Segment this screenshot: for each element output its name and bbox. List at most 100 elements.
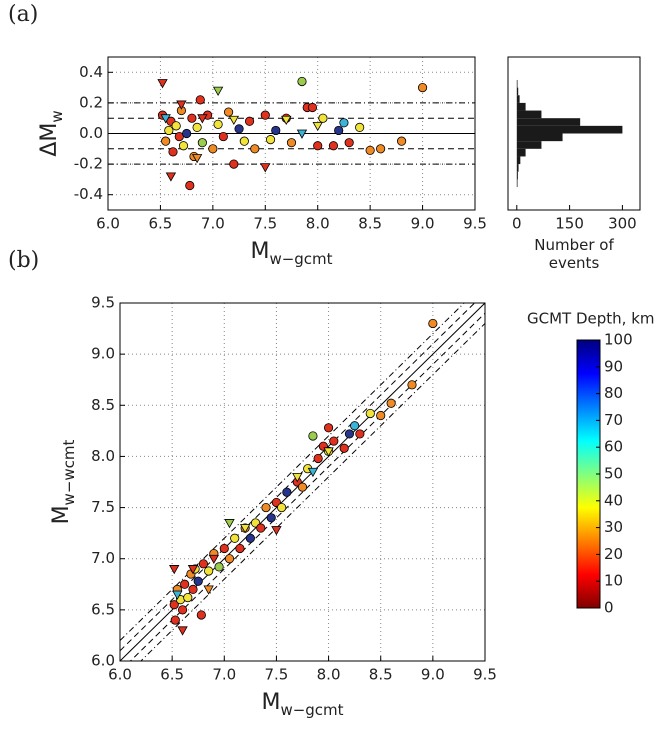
point <box>171 121 181 131</box>
x-label: Number of events <box>534 236 614 272</box>
triangle-point <box>172 590 183 600</box>
point <box>192 122 202 132</box>
point <box>223 107 234 117</box>
histogram-bar <box>516 95 520 103</box>
histogram-bar <box>516 148 526 157</box>
point <box>282 487 292 497</box>
point <box>182 128 192 139</box>
point <box>230 533 240 543</box>
panel-label: (a) <box>8 2 38 27</box>
point <box>297 482 308 492</box>
triangle-point <box>212 86 224 96</box>
axes-frame <box>107 56 476 211</box>
axis-label-main: M <box>250 239 269 264</box>
y-tick-label: 7.5 <box>91 498 115 516</box>
point <box>219 543 229 554</box>
y-tick-label: -0.2 <box>74 155 103 173</box>
axis-label-main: M <box>261 690 280 715</box>
y-tick-label: 8.5 <box>91 396 115 414</box>
point <box>187 113 197 123</box>
x-tick-label: 9.0 <box>411 215 435 233</box>
point <box>170 615 180 625</box>
point <box>386 398 396 408</box>
histogram-bar <box>516 156 521 165</box>
histogram-bar <box>516 164 519 172</box>
point <box>208 144 218 154</box>
x-tick-label: 300 <box>608 215 637 233</box>
colorbar-tick-label: 30 <box>604 518 623 536</box>
triangle-point <box>312 121 323 132</box>
histogram-bar <box>516 133 563 142</box>
x-tick-label: 9.0 <box>421 666 445 684</box>
colorbar-tick-label: 60 <box>604 438 623 456</box>
triangle-point <box>177 626 188 636</box>
histogram-bar <box>516 110 542 119</box>
point <box>277 502 287 513</box>
point <box>234 124 244 134</box>
axis-label: Mw−gcmt <box>250 239 332 268</box>
x-tick-label: 9.5 <box>463 215 487 233</box>
point <box>195 95 205 105</box>
point <box>323 423 334 433</box>
x-tick-label: 0 <box>512 215 522 233</box>
triangle-point <box>165 172 177 182</box>
triangle-point <box>228 115 240 126</box>
point <box>328 141 339 151</box>
x-tick-label: 6.5 <box>148 215 172 233</box>
point <box>244 116 255 126</box>
axis-label-sub: w <box>48 110 66 122</box>
point <box>161 136 171 146</box>
colorbar-tick-label: 10 <box>604 572 623 590</box>
histogram-bar <box>516 171 518 180</box>
x-tick-label: 7.5 <box>253 215 277 233</box>
x-tick-label: 8.0 <box>317 666 341 684</box>
colorbar-tick-label: 50 <box>604 465 623 483</box>
colorbar-tick-label: 40 <box>604 491 623 509</box>
point <box>355 122 365 132</box>
point <box>188 584 198 595</box>
triangle-point <box>260 163 271 173</box>
point <box>350 421 360 431</box>
triangle-point <box>296 129 308 139</box>
point <box>376 144 386 154</box>
axis-label-sub: w−gcmt <box>280 701 343 719</box>
x-tick-label: 7.5 <box>264 666 288 684</box>
point <box>376 410 386 421</box>
point <box>185 180 195 191</box>
reference-line <box>120 303 476 652</box>
point <box>168 147 178 157</box>
point <box>307 102 318 113</box>
point <box>239 136 249 146</box>
point <box>204 566 214 576</box>
x-tick-label: 8.5 <box>358 215 382 233</box>
triangle-point <box>239 524 251 534</box>
point <box>365 408 375 419</box>
histogram-bar <box>516 141 542 149</box>
y-tick-label: 7.0 <box>91 549 115 567</box>
triangle-point <box>169 565 180 575</box>
triangle-point <box>160 114 171 124</box>
axis-label: Mw−gcmt <box>261 690 343 719</box>
point <box>308 431 318 441</box>
point <box>396 136 407 146</box>
histogram-bar <box>516 102 526 111</box>
axis-label: Mw−wcmt <box>49 439 78 524</box>
point <box>428 318 438 329</box>
point <box>313 141 323 151</box>
point <box>318 113 328 123</box>
point <box>250 144 260 154</box>
point <box>198 559 209 569</box>
point <box>297 76 307 87</box>
point <box>271 125 281 136</box>
point <box>365 145 375 155</box>
point <box>169 600 179 610</box>
point <box>407 380 417 390</box>
point <box>245 533 255 543</box>
triangle-point <box>191 154 203 164</box>
point <box>286 138 297 148</box>
x-tick-label: 6.0 <box>96 215 120 233</box>
colorbar-tick-label: 20 <box>604 545 623 563</box>
point <box>355 429 365 439</box>
colorbar-tick-label: 0 <box>604 599 614 617</box>
